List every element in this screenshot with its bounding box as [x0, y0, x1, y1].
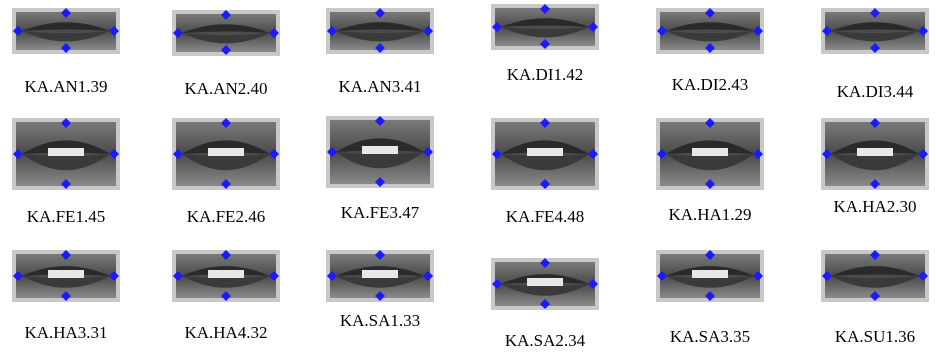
lip-panel — [491, 118, 599, 190]
panel-label: KA.AN1.39 — [24, 77, 107, 96]
lip-panel — [821, 250, 929, 302]
teeth — [208, 270, 244, 278]
lip-panel — [326, 116, 434, 188]
panel-label: KA.SU1.36 — [835, 327, 915, 346]
lip-panel — [821, 118, 929, 190]
teeth — [857, 148, 893, 156]
panel-label: KA.DI3.44 — [837, 82, 914, 101]
panel-label: KA.HA1.29 — [668, 205, 751, 224]
panel-label: KA.FE2.46 — [187, 207, 265, 226]
panel-label: KA.AN2.40 — [184, 79, 267, 98]
lip-panel — [12, 250, 120, 302]
lip-panel — [656, 118, 764, 190]
teeth — [527, 278, 563, 286]
teeth — [362, 270, 398, 278]
teeth — [362, 146, 398, 154]
panel-label: KA.SA1.33 — [340, 311, 420, 330]
panel-label: KA.HA2.30 — [833, 197, 916, 216]
panel-label: KA.AN3.41 — [338, 77, 421, 96]
teeth — [48, 148, 84, 156]
panel-label: KA.HA4.32 — [184, 323, 267, 342]
panel-label: KA.SA3.35 — [670, 327, 750, 346]
lip-panel — [656, 8, 764, 54]
lip-panel — [12, 118, 120, 190]
lip-panel — [656, 250, 764, 302]
teeth — [208, 148, 244, 156]
panel-label: KA.DI1.42 — [507, 65, 584, 84]
lip-panel — [821, 8, 929, 54]
lip-panel — [12, 8, 120, 54]
teeth — [692, 270, 728, 278]
panel-label: KA.HA3.31 — [24, 323, 107, 342]
panel-label: KA.FE4.48 — [506, 207, 584, 226]
lip-figure: KA.AN1.39 KA.AN2.40 KA.AN3.41 KA.DI1.42 KA.D… — [0, 0, 936, 356]
panel-label: KA.SA2.34 — [505, 331, 586, 350]
teeth — [527, 148, 563, 156]
lip-panel — [172, 10, 280, 56]
lip-panel — [491, 258, 599, 310]
lip-panel — [326, 8, 434, 54]
teeth — [692, 148, 728, 156]
teeth — [48, 270, 84, 278]
lip-panel — [172, 250, 280, 302]
lip-panel — [326, 250, 434, 302]
lip-panel — [172, 118, 280, 190]
panel-label: KA.FE1.45 — [27, 207, 105, 226]
lip-panel — [491, 4, 599, 50]
panel-label: KA.FE3.47 — [341, 203, 420, 222]
panel-label: KA.DI2.43 — [672, 75, 749, 94]
